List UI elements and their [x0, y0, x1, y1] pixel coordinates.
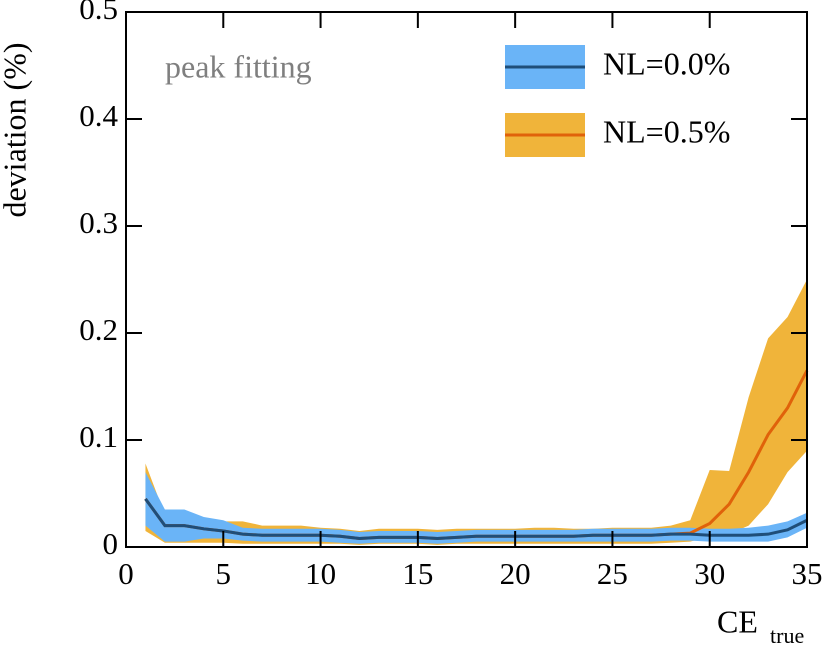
y-tick-label: 0.5	[79, 0, 118, 26]
y-tick-label: 0	[103, 526, 119, 561]
y-axis-label: deviation (%)	[0, 42, 32, 217]
y-tick-label: 0.4	[79, 98, 118, 133]
x-tick-label: 20	[500, 556, 531, 591]
x-tick-label: 35	[792, 556, 823, 591]
line	[144, 497, 808, 540]
x-tick-label: 10	[305, 556, 336, 591]
legend-label: NL=0.5%	[603, 113, 730, 149]
annotation: peak fitting	[165, 48, 312, 84]
x-axis-label: CE	[717, 603, 758, 639]
x-axis-label-subscript: true	[770, 623, 804, 648]
y-tick-label: 0.3	[79, 205, 118, 240]
x-tick-label: 15	[402, 556, 433, 591]
x-tick-label: 30	[694, 556, 725, 591]
plot-frame	[125, 11, 808, 548]
x-tick-label: 25	[597, 556, 628, 591]
y-tick-label: 0.1	[79, 419, 118, 454]
y-tick-label: 0.2	[79, 312, 118, 347]
x-tick-label: 5	[216, 556, 232, 591]
x-tick-label: 0	[118, 556, 134, 591]
legend-label: NL=0.0%	[603, 45, 730, 81]
error-band	[145, 279, 807, 545]
